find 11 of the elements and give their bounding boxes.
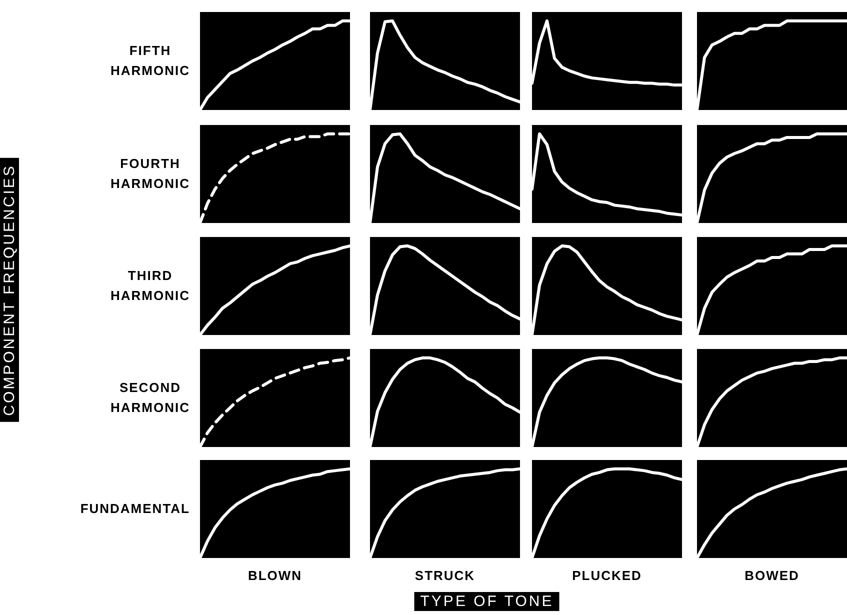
y-axis-title: THIRD HARMONIC xyxy=(110,267,190,305)
x-axis-title: BLOWN xyxy=(246,568,304,583)
y-axis-title: FUNDAMENTAL xyxy=(80,500,190,518)
y-axis-title: FIFTH HARMONIC xyxy=(110,42,190,80)
text: COMPONENT FREQUENCIES xyxy=(0,158,19,422)
y-axis-title: SECOND HARMONIC xyxy=(110,379,190,417)
x-axis-title: STRUCK xyxy=(414,568,476,583)
x-axis-title: PLUCKED xyxy=(571,568,643,583)
y-axis-title: FOURTH HARMONIC xyxy=(110,155,190,193)
x-axis-title: BOWED xyxy=(744,568,800,583)
text: TYPE OF TONE xyxy=(414,592,560,611)
